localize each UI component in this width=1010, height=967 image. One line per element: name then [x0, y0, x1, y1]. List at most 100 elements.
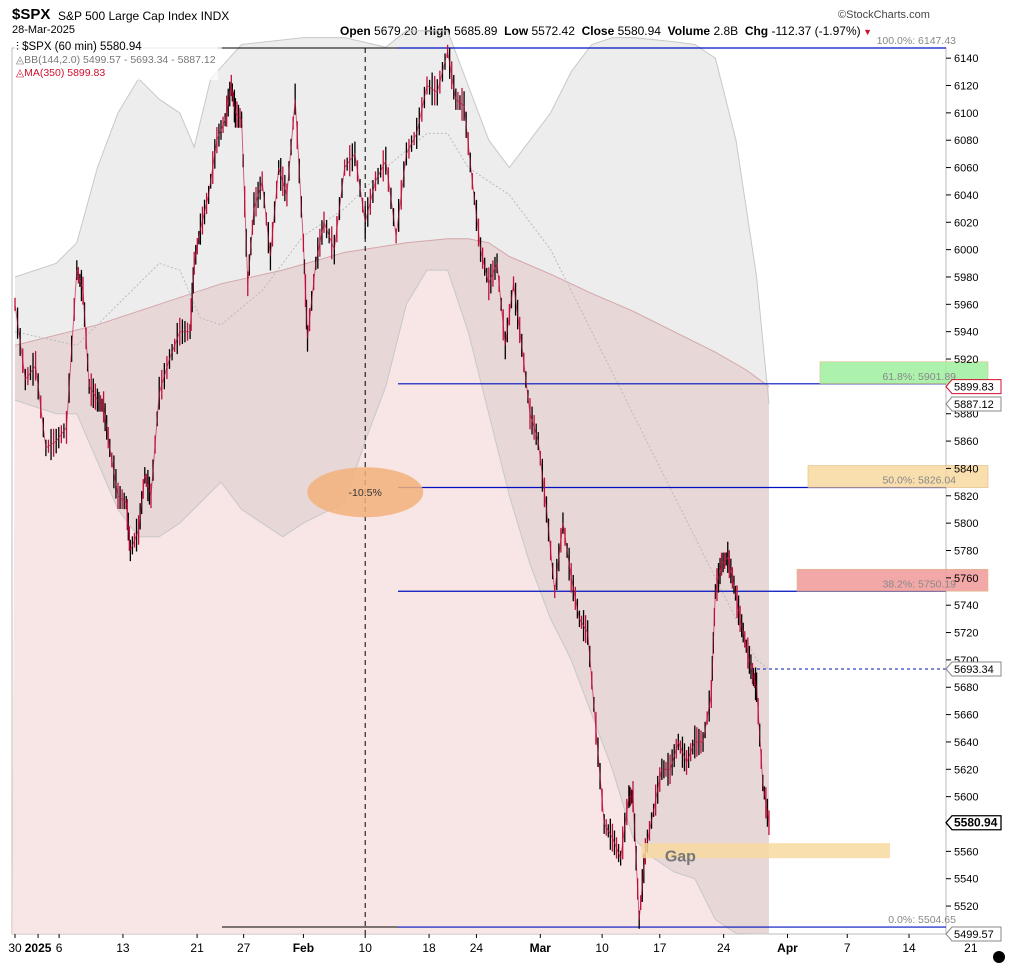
y-tick-label: 5920: [954, 354, 978, 366]
x-tick-label: Feb: [293, 941, 314, 955]
x-tick-label: 14: [902, 941, 916, 955]
y-tick-label: 6140: [954, 53, 978, 65]
fib-label: 38.2%: 5750.19: [882, 578, 956, 590]
x-tick-label: Apr: [777, 941, 798, 955]
legend-price-text: $SPX (60 min) 5580.94: [22, 41, 142, 53]
y-tick-label: 6020: [954, 217, 978, 229]
y-tick-label: 5880: [954, 409, 978, 421]
legend-bb: ◬BB(144,2.0) 5499.57 - 5693.34 - 5887.12: [16, 54, 216, 67]
decline-ellipse: [307, 467, 424, 518]
y-tick-label: 6120: [954, 81, 978, 93]
y-tick-label: 5960: [954, 299, 978, 311]
y-tick-label: 5860: [954, 436, 978, 448]
y-tick-label: 5680: [954, 682, 978, 694]
price-tag: [945, 379, 1002, 395]
y-tick-label: 5720: [954, 628, 978, 640]
x-tick-label: Mar: [530, 941, 552, 955]
x-tick-label: 10: [595, 941, 609, 955]
chg-label: Chg: [744, 24, 769, 38]
y-tick-label: 5980: [954, 272, 978, 284]
price-tag: [945, 926, 1002, 942]
candle-icon: ⫶: [16, 41, 19, 53]
high-value: 5685.89: [454, 24, 498, 38]
y-tick-label: 5760: [954, 573, 978, 585]
x-tick-label: 10: [359, 941, 373, 955]
decline-label: -10.5%: [349, 487, 382, 499]
ma-icon: ◬: [16, 67, 25, 79]
x-tick-label: 30: [8, 941, 22, 955]
x-tick-label: 7: [844, 941, 851, 955]
chart-date: 28-Mar-2025: [12, 24, 75, 36]
ma-area: [12, 238, 769, 934]
y-tick-label: 6100: [954, 108, 978, 120]
y-tick-label: 6000: [954, 245, 978, 257]
symbol-title: $SPX: [12, 6, 51, 23]
y-tick-label: 6080: [954, 135, 978, 147]
low-value: 5572.42: [531, 24, 575, 38]
legend-ma: ◬MA(350) 5899.83: [16, 67, 216, 80]
index-name: S&P 500 Large Cap Index INDX: [58, 9, 229, 23]
corner-dot: [993, 951, 1005, 963]
bollinger-band: [15, 30, 769, 935]
price-line: [14, 51, 770, 920]
x-tick-label: 13: [116, 941, 130, 955]
open-label: Open: [340, 24, 371, 38]
legend-bb-text: BB(144,2.0) 5499.57 - 5693.34 - 5887.12: [24, 54, 216, 66]
index-full-name: S&P 500 Large Cap Index: [58, 9, 198, 23]
down-arrow-icon: ▼: [860, 27, 873, 37]
y-tick-label: 6060: [954, 163, 978, 175]
gap-zone: [641, 843, 890, 859]
chg-value: -112.37 (-1.97%): [771, 24, 861, 38]
y-tick-label: 5520: [954, 901, 978, 913]
y-tick-label: 6040: [954, 190, 978, 202]
bb-icon: ◬: [16, 54, 25, 66]
price-tag-label: 5693.34: [954, 664, 994, 676]
volume-value: 2.8B: [713, 24, 739, 38]
legend-price: ⫶ $SPX (60 min) 5580.94: [16, 41, 216, 54]
price-tag-label: 5580.94: [954, 816, 998, 830]
fib-zone-box: [819, 361, 989, 385]
y-tick-label: 5620: [954, 764, 978, 776]
gap-label: Gap: [665, 848, 696, 865]
legend-ma-text: MA(350) 5899.83: [24, 67, 106, 79]
x-tick-label: 24: [717, 941, 731, 955]
x-tick-label: 2025: [25, 941, 52, 955]
chart-legend: ⫶ $SPX (60 min) 5580.94 ◬BB(144,2.0) 549…: [14, 41, 218, 80]
y-tick-label: 5600: [954, 792, 978, 804]
fib-zone-box: [796, 568, 989, 592]
x-tick-label: 27: [237, 941, 251, 955]
y-tick-label: 5780: [954, 545, 978, 557]
fib-label: 50.0%: 5826.04: [882, 475, 956, 487]
y-tick-label: 5740: [954, 600, 978, 612]
bb-lower-line: [14, 269, 769, 935]
x-tick-label: 17: [653, 941, 667, 955]
volume-label: Volume: [667, 24, 711, 38]
x-tick-label: 24: [470, 941, 484, 955]
close-label: Close: [581, 24, 615, 38]
y-tick-label: 5800: [954, 518, 978, 530]
open-value: 5679.20: [374, 24, 418, 38]
y-tick-label: 5560: [954, 846, 978, 858]
fib-label: 0.0%: 5504.65: [888, 914, 956, 926]
exchange-label: INDX: [200, 9, 230, 23]
y-tick-label: 5820: [954, 491, 978, 503]
fib-zone-box: [807, 465, 989, 488]
price-tag: [945, 815, 1002, 831]
price-tag-label: 5887.12: [954, 399, 994, 411]
brand-watermark: ©StockCharts.com: [838, 9, 930, 21]
price-tag: [945, 396, 1002, 412]
y-tick-label: 5540: [954, 874, 978, 886]
price-tag-label: 5499.57: [954, 929, 994, 941]
x-tick-label: 6: [56, 941, 63, 955]
y-tick-label: 5660: [954, 710, 978, 722]
x-tick-label: 18: [422, 941, 436, 955]
y-tick-label: 5640: [954, 737, 978, 749]
x-tick-label: 21: [190, 941, 204, 955]
close-value: 5580.94: [617, 24, 661, 38]
low-label: Low: [504, 24, 529, 38]
fib-label: 100.0%: 6147.43: [877, 35, 957, 47]
y-tick-label: 5840: [954, 463, 978, 475]
fib-label: 61.8%: 5901.89: [882, 371, 956, 383]
x-tick-label: 21: [964, 941, 978, 955]
